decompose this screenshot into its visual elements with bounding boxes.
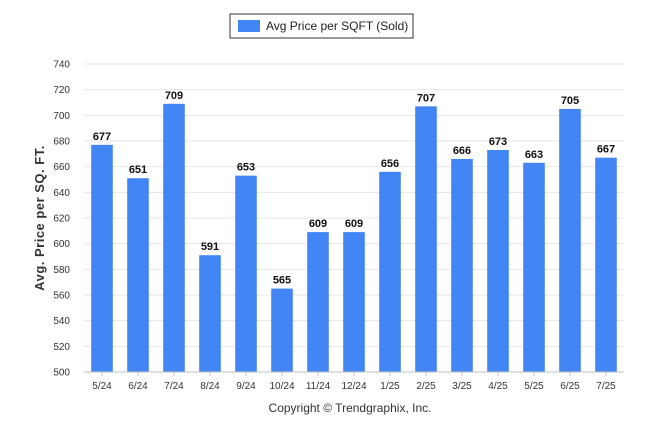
- data-label: 673: [489, 136, 507, 148]
- bar: [199, 255, 221, 372]
- data-label: 591: [201, 241, 219, 253]
- data-label: 663: [525, 149, 543, 161]
- x-axis-ticks: 5/24 6/24 7/24 8/24 9/24 10/24 11/24 12/24 1/25 2…: [92, 372, 616, 392]
- y-tick-label: 700: [53, 111, 70, 122]
- y-tick-label: 540: [53, 316, 70, 327]
- y-tick-label: 740: [53, 60, 70, 71]
- y-tick-label: 620: [53, 214, 70, 225]
- bar: [415, 106, 437, 372]
- y-tick-label: 720: [53, 85, 70, 96]
- data-label: 707: [417, 92, 435, 104]
- y-tick-label: 680: [53, 137, 70, 148]
- data-label: 565: [273, 275, 291, 287]
- y-axis-label: Avg. Price per SQ. FT.: [32, 145, 47, 291]
- y-tick-label: 660: [53, 162, 70, 173]
- y-axis-ticks: 500 520 540 560 580 600 620 640 660 680 700 720 740: [53, 60, 70, 379]
- bar: [91, 144, 113, 372]
- legend-box: [229, 13, 414, 39]
- bar: [595, 157, 617, 372]
- bar: [271, 288, 293, 372]
- bar: [163, 103, 185, 373]
- bar: [127, 178, 149, 372]
- bar: [343, 232, 365, 372]
- y-tick-label: 520: [53, 342, 70, 353]
- y-tick-label: 600: [53, 239, 70, 250]
- x-tick-label: 6/24: [128, 381, 148, 392]
- copyright-footer: Copyright © Trendgraphix, Inc.: [269, 401, 432, 415]
- bar: [451, 158, 473, 372]
- x-tick-label: 9/24: [236, 381, 256, 392]
- bar: [379, 171, 401, 372]
- y-tick-label: 640: [53, 188, 70, 199]
- bars: [91, 103, 617, 373]
- bar: [487, 149, 509, 372]
- x-tick-label: 12/24: [341, 381, 366, 392]
- data-labels: 677 651 709 591 653 565 609 609 656 707 666 673 663 7…: [93, 90, 615, 287]
- y-tick-label: 560: [53, 291, 70, 302]
- x-tick-label: 5/24: [92, 381, 112, 392]
- x-tick-label: 4/25: [488, 381, 508, 392]
- x-tick-label: 6/25: [560, 381, 580, 392]
- legend: Avg Price per SQFT (Sold): [229, 13, 414, 39]
- bar: [523, 162, 545, 372]
- y-tick-label: 580: [53, 265, 70, 276]
- legend-label: Avg Price per SQFT (Sold): [266, 19, 408, 33]
- x-tick-label: 8/24: [200, 381, 220, 392]
- data-label: 651: [129, 164, 147, 176]
- x-tick-label: 11/24: [306, 381, 331, 392]
- y-tick-label: 500: [53, 368, 70, 379]
- x-tick-label: 7/24: [164, 381, 184, 392]
- data-label: 609: [309, 218, 327, 230]
- data-label: 677: [93, 131, 111, 143]
- x-tick-label: 10/24: [269, 381, 294, 392]
- bar: [559, 108, 581, 373]
- x-tick-label: 1/25: [380, 381, 400, 392]
- data-label: 653: [237, 162, 255, 174]
- data-label: 705: [561, 95, 579, 107]
- x-tick-label: 3/25: [452, 381, 472, 392]
- x-tick-label: 2/25: [416, 381, 436, 392]
- x-tick-label: 7/25: [596, 381, 616, 392]
- data-label: 666: [453, 145, 471, 157]
- data-label: 609: [345, 218, 363, 230]
- bar: [235, 175, 257, 372]
- data-label: 667: [597, 144, 615, 156]
- legend-swatch: [238, 20, 260, 32]
- data-label: 709: [165, 90, 183, 102]
- data-label: 656: [381, 158, 399, 170]
- x-tick-label: 5/25: [524, 381, 544, 392]
- bar: [307, 232, 329, 372]
